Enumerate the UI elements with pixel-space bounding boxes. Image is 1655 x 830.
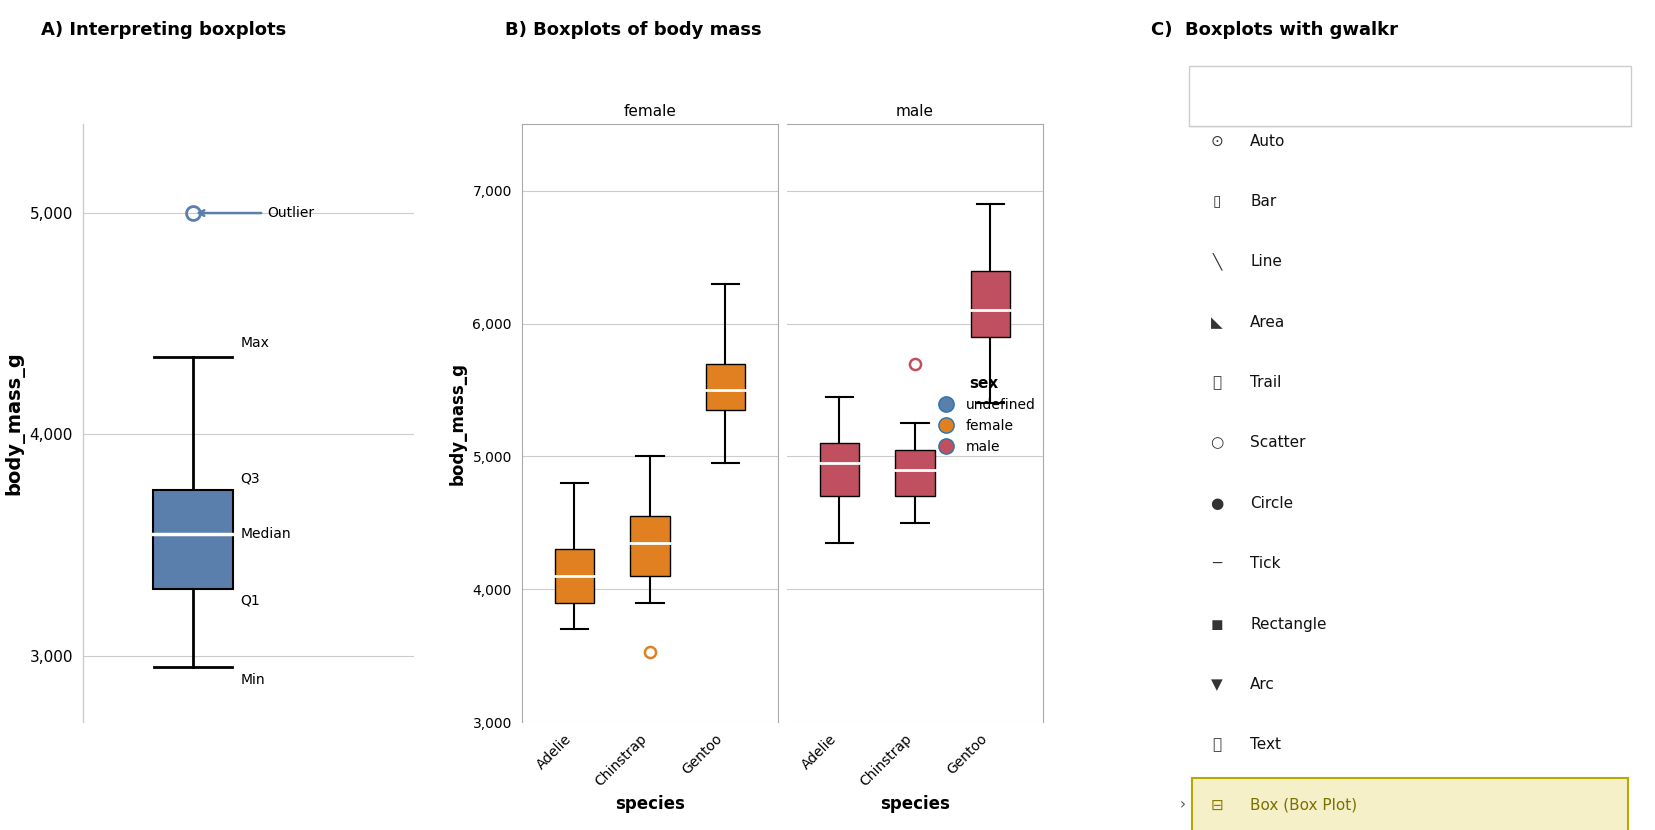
Bar — [1306, 76, 1367, 117]
Text: Circle: Circle — [1250, 496, 1293, 510]
Legend: undefined, female, male: undefined, female, male — [927, 370, 1041, 460]
Text: ⊟: ⊟ — [1210, 798, 1223, 813]
Text: ⊙: ⊙ — [1210, 134, 1223, 149]
Text: Tick: Tick — [1250, 556, 1279, 571]
Y-axis label: body_mass_g: body_mass_g — [449, 362, 467, 485]
Text: A) Interpreting boxplots: A) Interpreting boxplots — [41, 21, 286, 39]
Text: ⬡: ⬡ — [1221, 85, 1243, 108]
Text: Scatter: Scatter — [1250, 436, 1306, 451]
Text: Max: Max — [240, 336, 270, 350]
Y-axis label: body_mass_g: body_mass_g — [3, 351, 25, 496]
Text: ●: ● — [1210, 496, 1223, 510]
Text: ⌢: ⌢ — [1211, 375, 1221, 390]
Text: ◣: ◣ — [1210, 315, 1223, 330]
X-axis label: species: species — [879, 794, 950, 813]
Text: ◼: ◼ — [1210, 617, 1223, 632]
Text: Ć: Ć — [1559, 83, 1574, 103]
Text: ▼: ▼ — [1210, 677, 1223, 692]
Text: ─: ─ — [1211, 556, 1221, 571]
Text: Box (Box Plot): Box (Box Plot) — [1250, 798, 1357, 813]
Text: Min: Min — [240, 673, 265, 687]
Text: Median: Median — [240, 527, 291, 541]
Text: 文: 文 — [1211, 737, 1221, 752]
Text: B) Boxplots of body mass: B) Boxplots of body mass — [505, 21, 761, 39]
Text: Arc: Arc — [1250, 677, 1274, 692]
Text: ›: › — [1178, 798, 1185, 813]
Bar — [819, 443, 859, 496]
Title: male: male — [895, 105, 933, 120]
Text: Q1: Q1 — [240, 593, 260, 608]
Text: C)  Boxplots with gwalkr: C) Boxplots with gwalkr — [1150, 21, 1397, 39]
Text: ▯: ▯ — [1211, 194, 1221, 209]
X-axis label: species: species — [614, 794, 685, 813]
Bar — [895, 450, 933, 496]
Text: Bar: Bar — [1250, 194, 1276, 209]
Bar — [554, 549, 594, 603]
Text: ╲: ╲ — [1211, 253, 1221, 271]
Bar — [970, 271, 1010, 337]
Text: Line: Line — [1250, 254, 1281, 269]
Text: Rectangle: Rectangle — [1250, 617, 1326, 632]
Bar — [705, 364, 745, 410]
Text: Auto: Auto — [1250, 134, 1284, 149]
Text: Outlier: Outlier — [199, 206, 314, 220]
Title: female: female — [624, 105, 675, 120]
Text: Q3: Q3 — [240, 471, 260, 486]
Text: Text: Text — [1250, 737, 1281, 752]
Text: Trail: Trail — [1250, 375, 1281, 390]
Text: ○: ○ — [1210, 436, 1223, 451]
Text: Area: Area — [1250, 315, 1284, 330]
Text: ⊛: ⊛ — [1453, 86, 1471, 106]
Bar — [154, 490, 233, 589]
Bar — [631, 516, 669, 576]
